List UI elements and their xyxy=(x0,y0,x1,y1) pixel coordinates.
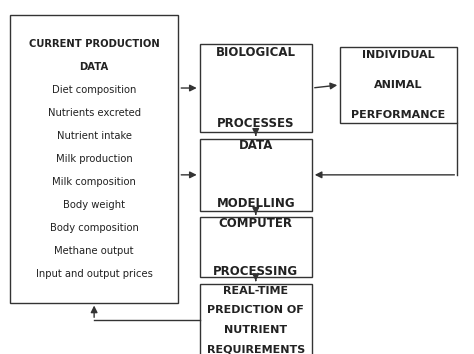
Text: PREDICTION OF: PREDICTION OF xyxy=(207,306,304,315)
Text: REAL-TIME: REAL-TIME xyxy=(223,286,288,296)
Text: Milk production: Milk production xyxy=(56,154,133,164)
Text: PERFORMANCE: PERFORMANCE xyxy=(352,110,446,120)
Text: COMPUTER: COMPUTER xyxy=(219,217,293,230)
Text: Milk composition: Milk composition xyxy=(52,177,136,187)
Text: REQUIREMENTS: REQUIREMENTS xyxy=(207,344,305,354)
Text: BIOLOGICAL: BIOLOGICAL xyxy=(216,46,296,59)
Bar xyxy=(10,16,178,303)
Text: MODELLING: MODELLING xyxy=(217,198,295,210)
Text: INDIVIDUAL: INDIVIDUAL xyxy=(362,50,435,59)
Text: Body weight: Body weight xyxy=(63,200,125,210)
Text: CURRENT PRODUCTION: CURRENT PRODUCTION xyxy=(29,39,159,49)
Text: DATA: DATA xyxy=(80,62,109,72)
Bar xyxy=(340,47,457,123)
Text: NUTRIENT: NUTRIENT xyxy=(224,325,287,335)
Text: ANIMAL: ANIMAL xyxy=(374,80,423,90)
Text: Nutrients excreted: Nutrients excreted xyxy=(47,108,141,118)
Text: Input and output prices: Input and output prices xyxy=(36,269,153,279)
Text: Nutrient intake: Nutrient intake xyxy=(56,131,132,141)
Text: PROCESSING: PROCESSING xyxy=(213,265,298,278)
Text: Diet composition: Diet composition xyxy=(52,85,137,95)
Text: Methane output: Methane output xyxy=(55,246,134,256)
Text: DATA: DATA xyxy=(238,139,273,152)
Text: Body composition: Body composition xyxy=(50,223,138,233)
Bar xyxy=(200,138,312,211)
Text: PROCESSES: PROCESSES xyxy=(217,117,294,130)
Bar xyxy=(200,217,312,278)
Bar xyxy=(200,44,312,132)
Bar xyxy=(200,284,312,354)
